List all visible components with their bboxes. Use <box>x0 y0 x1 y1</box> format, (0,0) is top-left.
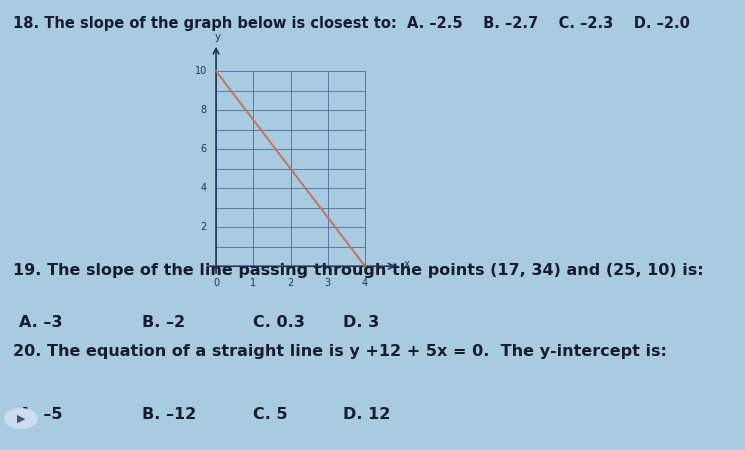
Text: B. –2: B. –2 <box>142 315 185 330</box>
Text: 20. The equation of a straight line is y +12 + 5x = 0.  The y-intercept is:: 20. The equation of a straight line is y… <box>13 344 668 359</box>
Text: 0: 0 <box>213 278 219 288</box>
Text: 18. The slope of the graph below is closest to:  A. –2.5    B. –2.7    C. –2.3  : 18. The slope of the graph below is clos… <box>13 16 691 31</box>
Text: y: y <box>215 32 221 42</box>
Text: 1: 1 <box>250 278 256 288</box>
Text: 8: 8 <box>200 105 207 115</box>
Text: 2: 2 <box>200 222 207 232</box>
Text: ▶: ▶ <box>16 414 25 423</box>
Text: 6: 6 <box>200 144 207 154</box>
Text: 2: 2 <box>288 278 294 288</box>
Text: 10: 10 <box>194 66 207 76</box>
Text: 4: 4 <box>200 183 207 193</box>
Text: A. –3: A. –3 <box>19 315 62 330</box>
Text: C. 5: C. 5 <box>253 407 288 422</box>
Text: C. 0.3: C. 0.3 <box>253 315 305 330</box>
Text: 19. The slope of the line passing through the points (17, 34) and (25, 10) is:: 19. The slope of the line passing throug… <box>13 263 704 278</box>
Circle shape <box>4 409 37 428</box>
Text: D. 3: D. 3 <box>343 315 379 330</box>
Text: 3: 3 <box>325 278 331 288</box>
Text: x: x <box>404 259 410 269</box>
Text: D. 12: D. 12 <box>343 407 390 422</box>
Text: B. –12: B. –12 <box>142 407 196 422</box>
Text: A. –5: A. –5 <box>19 407 62 422</box>
Text: 4: 4 <box>362 278 368 288</box>
